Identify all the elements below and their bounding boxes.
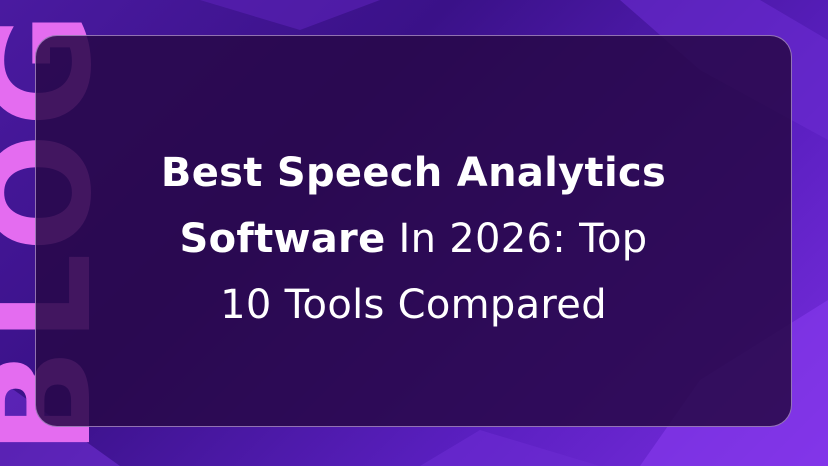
title-bold: Software	[179, 216, 386, 262]
title-regular: In 2026: Top	[398, 216, 648, 262]
title-card	[35, 35, 792, 427]
shape	[200, 0, 380, 30]
title-line: 10 Tools Compared	[35, 272, 792, 338]
title-regular: 10 Tools Compared	[220, 282, 607, 328]
shape	[420, 430, 600, 466]
title: Best Speech Analytics Software In 2026: …	[35, 140, 792, 338]
title-line: Software In 2026: Top	[35, 206, 792, 272]
title-line: Best Speech Analytics	[35, 140, 792, 206]
title-bold: Best Speech Analytics	[160, 150, 667, 196]
